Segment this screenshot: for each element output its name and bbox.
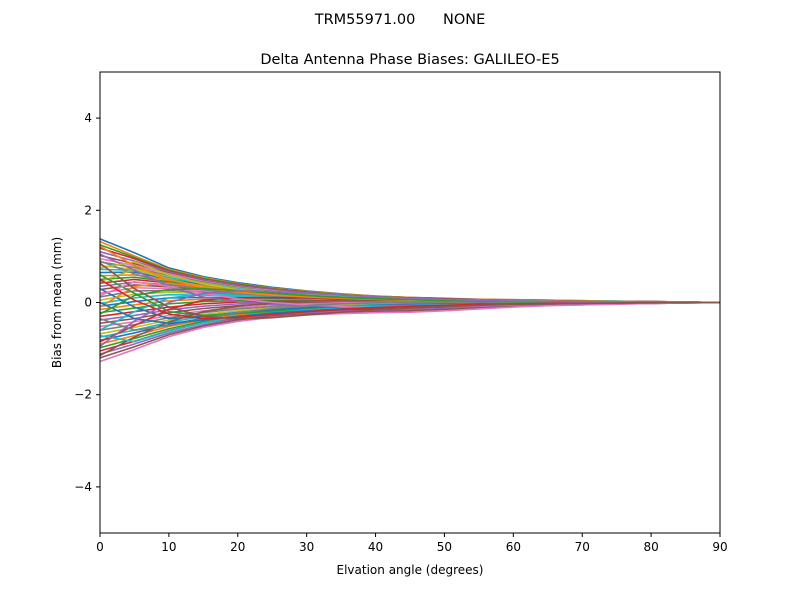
series-line-37 [100, 301, 720, 363]
y-tick-label: 0 [84, 296, 92, 310]
y-tick-label: 4 [84, 111, 92, 125]
x-tick-label: 90 [712, 540, 727, 554]
x-tick-label: 0 [96, 540, 104, 554]
chart-title: Delta Antenna Phase Biases: GALILEO-E5 [260, 52, 559, 68]
y-tick-label: −2 [74, 388, 92, 402]
x-tick-label: 70 [575, 540, 590, 554]
x-axis-label: Elvation angle (degrees) [337, 563, 484, 577]
series-line-56 [100, 262, 720, 320]
x-tick-label: 20 [230, 540, 245, 554]
figure-suptitle: TRM55971.00 NONE [314, 12, 486, 28]
x-tick-label: 50 [437, 540, 452, 554]
x-tick-label: 30 [299, 540, 314, 554]
x-tick-label: 80 [643, 540, 658, 554]
x-tick-label: 40 [368, 540, 383, 554]
series-line-55 [100, 290, 720, 347]
x-axis: 0 10 20 30 40 50 60 70 80 90 [96, 533, 728, 554]
y-tick-label: 2 [84, 203, 92, 217]
x-tick-label: 10 [161, 540, 176, 554]
y-axis: −4 −2 0 2 4 [74, 111, 100, 494]
series-lines [100, 238, 720, 363]
y-tick-label: −4 [74, 480, 92, 494]
x-tick-label: 60 [506, 540, 521, 554]
y-axis-label: Bias from mean (mm) [50, 237, 64, 368]
